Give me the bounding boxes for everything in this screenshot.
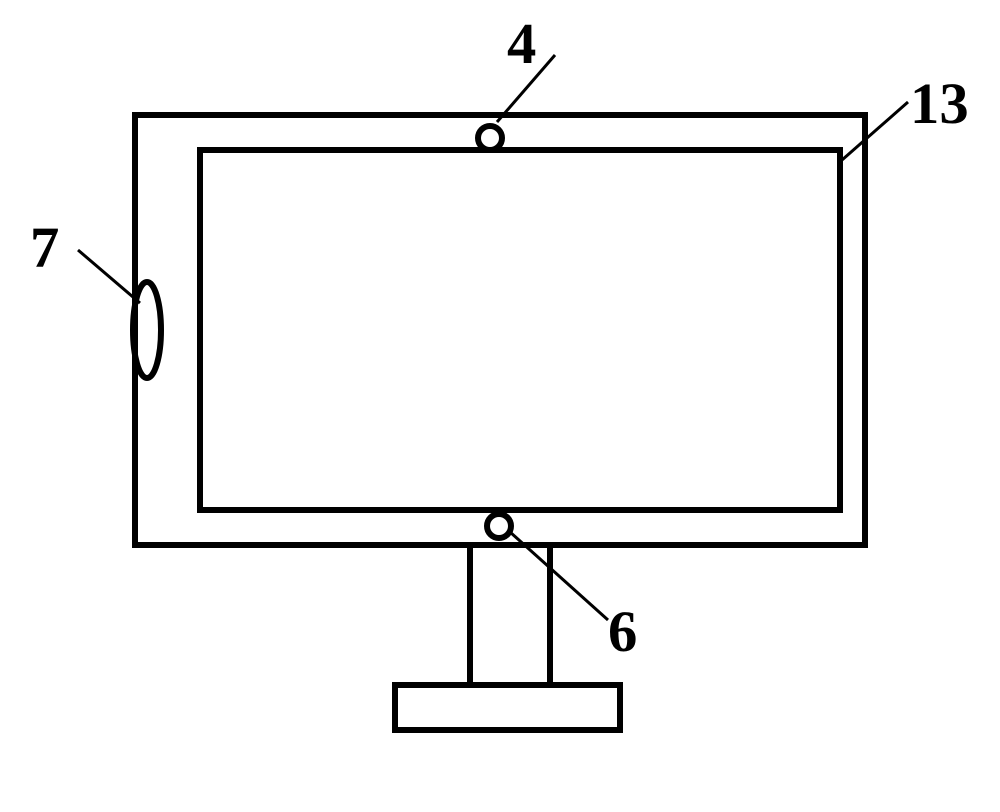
- stand-neck: [470, 545, 550, 685]
- label-4: 4: [507, 10, 536, 77]
- label-6: 6: [608, 598, 637, 665]
- leader-7: [78, 250, 140, 303]
- part-6-circle: [487, 514, 511, 538]
- label-13: 13: [910, 70, 969, 137]
- leader-13: [842, 102, 908, 160]
- diagram-svg: [0, 0, 1000, 812]
- monitor-screen: [200, 150, 840, 510]
- label-7: 7: [30, 214, 59, 281]
- stand-base: [395, 685, 620, 730]
- monitor-outer: [135, 115, 865, 545]
- part-4-circle: [478, 126, 502, 150]
